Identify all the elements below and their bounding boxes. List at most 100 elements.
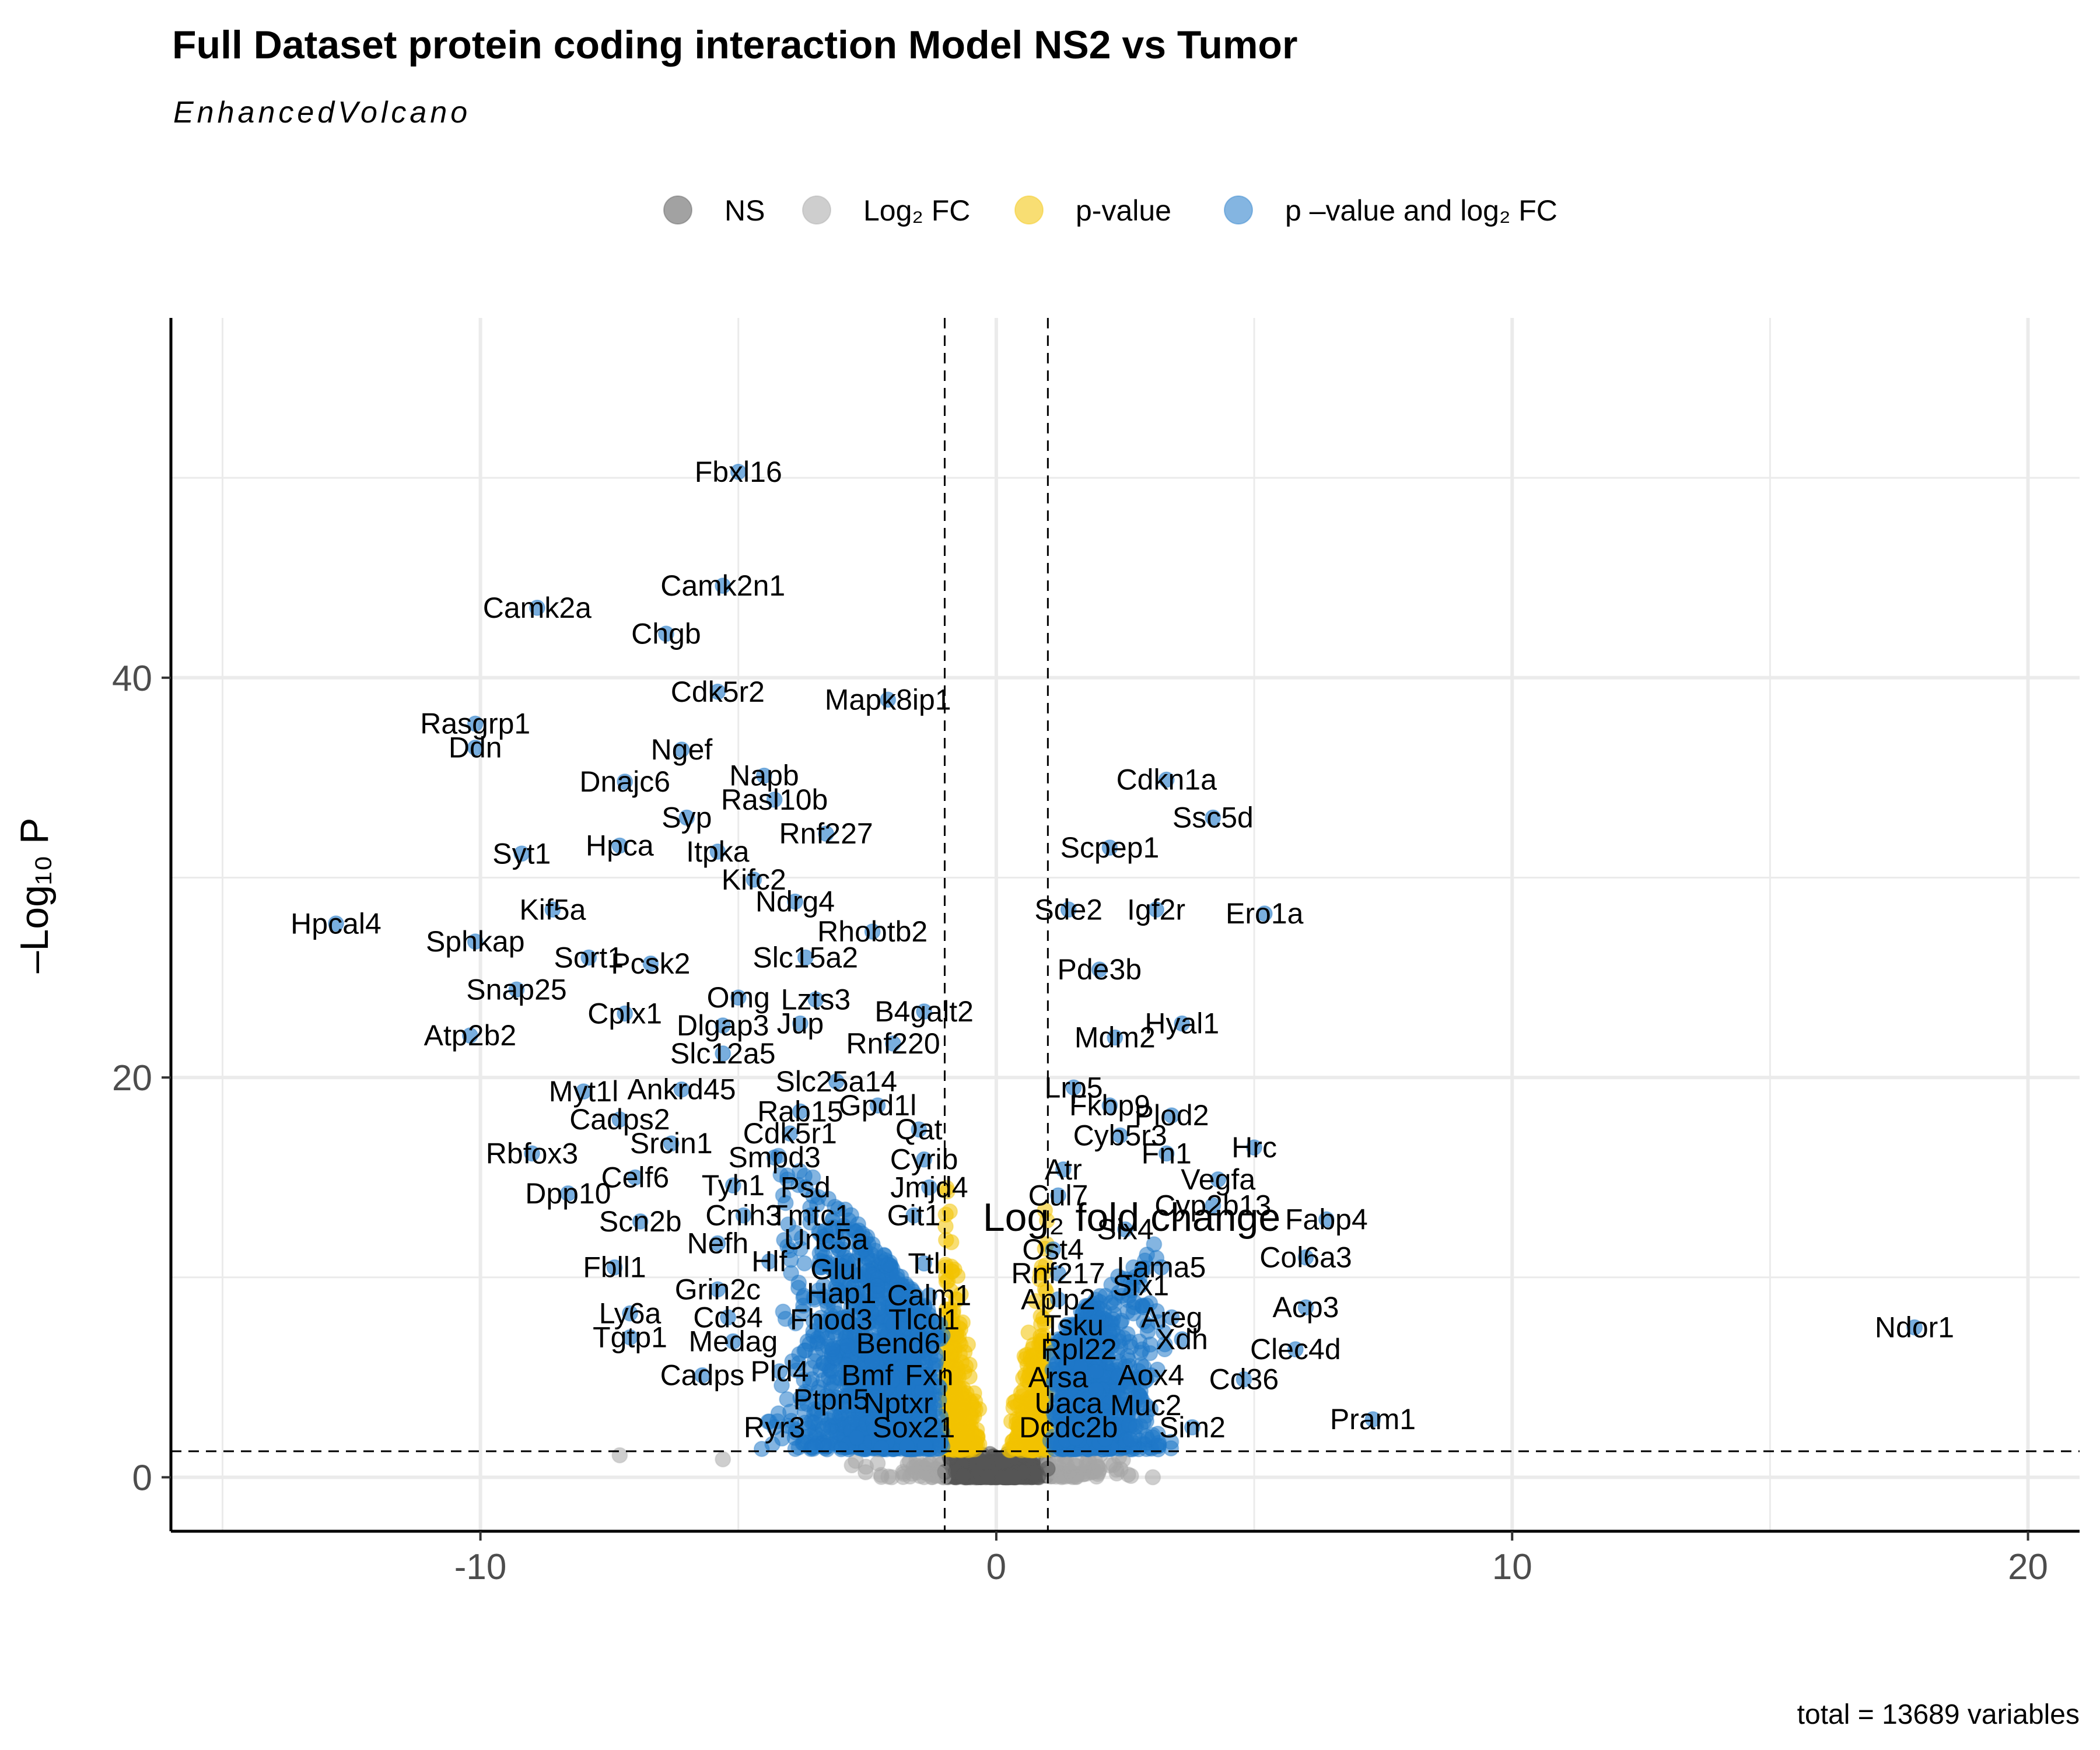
significant-point — [1119, 1303, 1136, 1320]
gene-label: Syt1 — [492, 837, 551, 870]
gene-label: Rnf227 — [779, 817, 873, 850]
gene-label: Ankrd45 — [627, 1073, 736, 1106]
pvalue-point — [943, 1263, 960, 1280]
gene-label: Ssc5d — [1172, 802, 1254, 834]
pvalue-point — [1031, 1270, 1048, 1287]
gene-label: Cdk5r2 — [671, 676, 765, 708]
pvalue-point — [1013, 1384, 1030, 1401]
y-tick-label: 0 — [132, 1458, 152, 1498]
ns-point — [1006, 1468, 1023, 1485]
pvalue-point — [939, 1183, 956, 1200]
significant-point — [1115, 1329, 1132, 1346]
gene-label: Cplx1 — [587, 997, 662, 1030]
gene-label: Pde3b — [1057, 953, 1142, 986]
fc-point — [611, 1447, 628, 1464]
gene-label: Mapk8ip1 — [825, 683, 951, 716]
gene-label: Aox4 — [1118, 1359, 1184, 1392]
gene-label: Snap25 — [466, 973, 566, 1006]
fc-point — [869, 1455, 886, 1472]
x-tick-label: -10 — [454, 1547, 507, 1587]
gene-label: Cd36 — [1209, 1363, 1279, 1396]
gene-label: Mdm2 — [1074, 1021, 1156, 1054]
ns-point — [994, 1453, 1011, 1470]
pvalue-point — [1027, 1421, 1044, 1438]
gene-label: Ndor1 — [1875, 1311, 1954, 1343]
legend-label: Log₂ FC — [863, 194, 970, 227]
gene-label: Dnajc6 — [579, 765, 670, 798]
gene-label: Sde2 — [1034, 893, 1102, 926]
gene-label: Rnf220 — [846, 1027, 940, 1060]
gene-label: Chgb — [631, 617, 701, 650]
gene-label: Igf2r — [1127, 893, 1185, 926]
gene-label: Cadps — [660, 1359, 745, 1392]
gene-label: Unc5a — [784, 1223, 869, 1256]
significant-point — [833, 1441, 850, 1458]
gene-label: Hrc — [1231, 1131, 1277, 1164]
gene-label: Hpca — [586, 830, 654, 862]
gene-label: Ddn — [449, 732, 502, 764]
legend-swatch — [663, 195, 692, 225]
x-axis-label: Log₂ fold change — [983, 1195, 1280, 1240]
gene-label: Atp2b2 — [424, 1019, 516, 1052]
gene-label: Celf6 — [601, 1161, 670, 1194]
significant-point — [848, 1429, 865, 1446]
gene-label: Srcin1 — [630, 1127, 713, 1160]
chart-title: Full Dataset protein coding interaction … — [172, 23, 1297, 67]
gene-label: Camk2n1 — [660, 569, 785, 602]
gene-label: Acp3 — [1273, 1291, 1339, 1324]
ns-point — [857, 1464, 874, 1480]
significant-point — [839, 1338, 856, 1354]
gene-label: Sim2 — [1159, 1411, 1226, 1444]
gene-label: Six1 — [1112, 1269, 1169, 1302]
ns-point — [1144, 1469, 1161, 1486]
significant-point — [779, 1391, 796, 1408]
gene-label: Ryr3 — [744, 1411, 806, 1444]
gene-label: Medag — [688, 1325, 778, 1357]
significant-point — [1087, 1363, 1104, 1380]
y-axis-label: –Log₁₀ P — [12, 818, 57, 974]
significant-point — [867, 1242, 884, 1259]
pvalue-point — [1012, 1440, 1028, 1457]
gene-label: Slc12a5 — [670, 1037, 776, 1070]
x-tick-label: 10 — [1492, 1547, 1532, 1587]
gene-label: Sox21 — [873, 1411, 956, 1444]
ns-point — [978, 1468, 995, 1485]
gene-label: Sphkap — [426, 925, 525, 958]
gene-label: Pram1 — [1330, 1403, 1416, 1436]
gene-label: Hpcal4 — [290, 907, 382, 940]
gene-label: Slc15a2 — [752, 942, 858, 974]
gene-label: B4galt2 — [874, 995, 974, 1028]
legend-swatch — [1014, 195, 1044, 225]
y-tick-label: 40 — [112, 659, 152, 699]
plot-panel: Fbxl16 Camk2n1 Camk2a Chgb Cdk5r2 Mapk8ip1 Ras… — [171, 318, 2080, 1531]
chart-subtitle: EnhancedVolcano — [173, 96, 471, 130]
fc-point — [1091, 1461, 1108, 1478]
y-tick-label: 20 — [112, 1058, 152, 1098]
data-points — [327, 463, 1923, 1486]
legend-label: p –value and log₂ FC — [1285, 194, 1558, 227]
x-tick-label: 0 — [986, 1547, 1006, 1587]
gene-label: Fbll1 — [583, 1251, 646, 1284]
ns-point — [954, 1467, 971, 1484]
gene-label: Clec4d — [1250, 1333, 1341, 1366]
x-axis-ticks: -10 0 10 20 — [454, 1531, 2048, 1587]
gene-labels: Fbxl16 Camk2n1 Camk2a Chgb Cdk5r2 Mapk8ip1 Ras… — [290, 456, 1954, 1444]
gene-label: Col6a3 — [1259, 1241, 1352, 1274]
gene-label: Tyh1 — [702, 1169, 765, 1202]
legend: NS Log₂ FC p-value p –value and log₂ FC — [663, 194, 1558, 227]
ns-point — [1068, 1468, 1085, 1485]
gene-label: Rbfox3 — [486, 1137, 578, 1170]
gene-label: Jup — [777, 1007, 824, 1040]
gene-label: Cdkn1a — [1116, 764, 1217, 796]
gene-label: Scpep1 — [1060, 831, 1160, 864]
legend-swatch — [802, 195, 831, 225]
gene-label: Fbxl16 — [695, 456, 782, 488]
gene-label: Hyal1 — [1144, 1007, 1219, 1040]
gene-label: Tgtp1 — [593, 1321, 667, 1354]
pvalue-point — [937, 1206, 954, 1223]
gene-label: Ttl — [908, 1247, 940, 1280]
fc-point — [715, 1451, 732, 1468]
gene-label: Xdh — [1156, 1323, 1208, 1356]
pvalue-point — [1017, 1367, 1034, 1384]
